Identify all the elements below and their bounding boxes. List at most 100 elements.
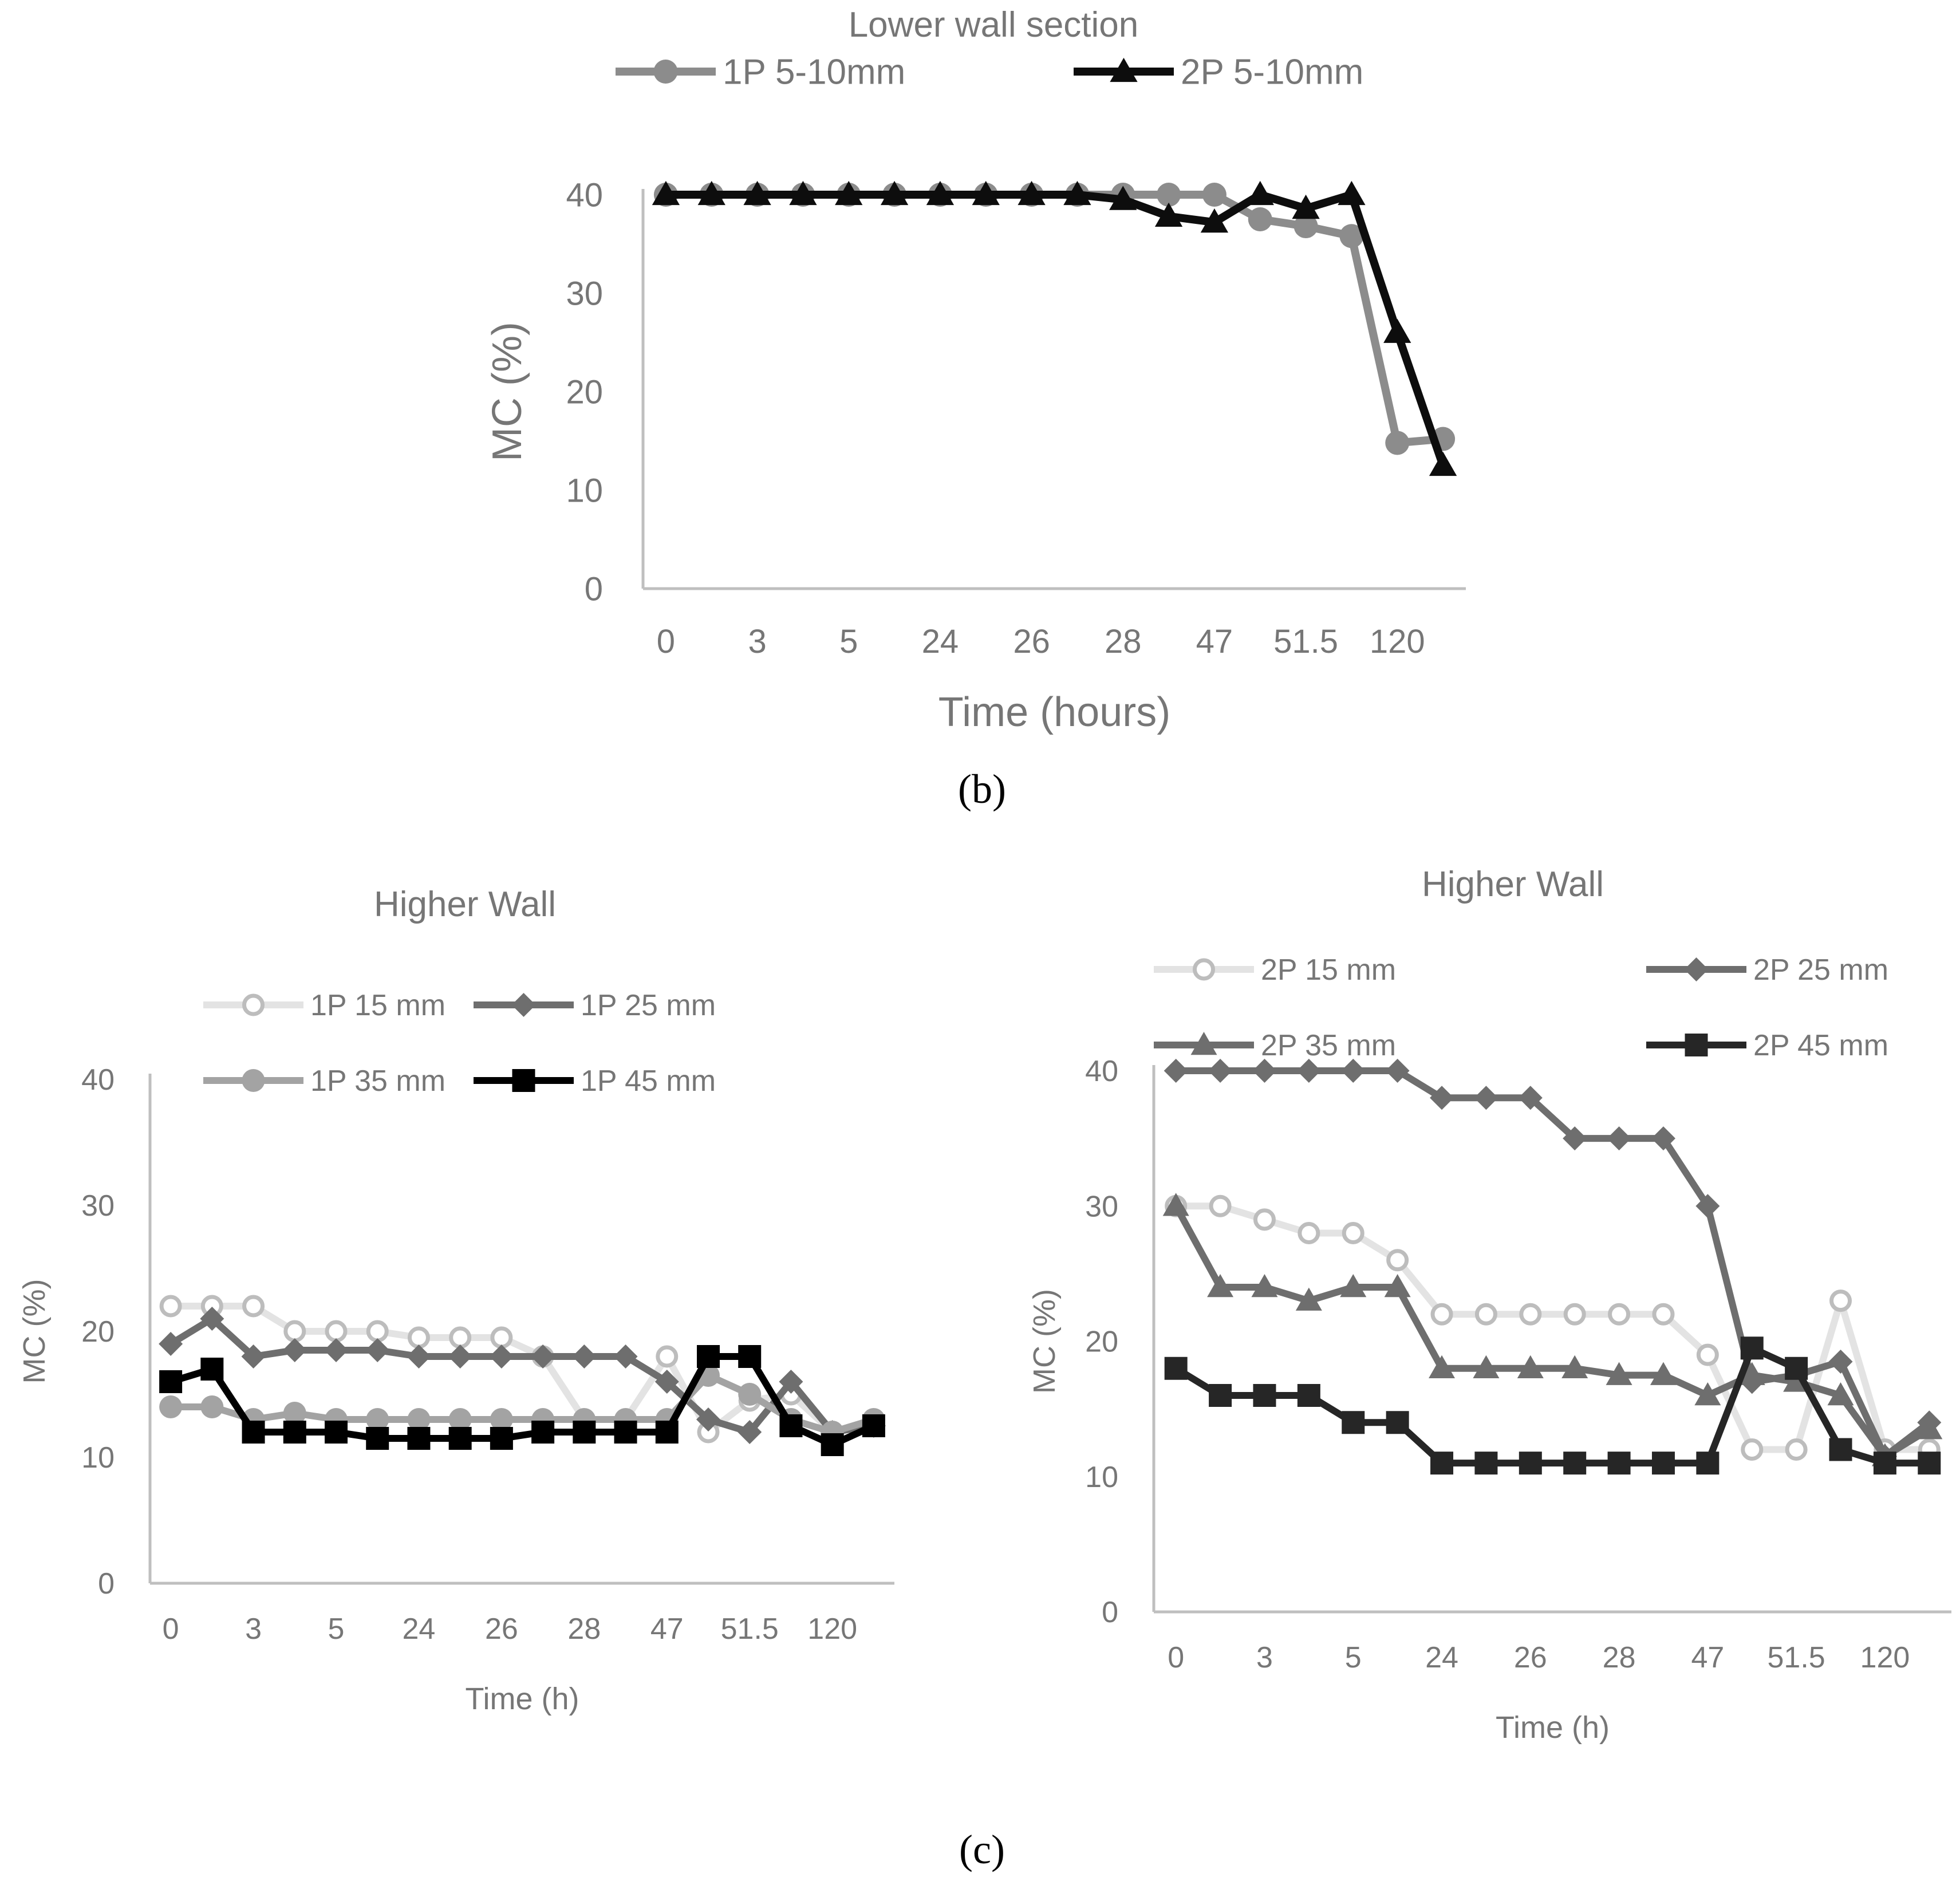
x-tick-label: 120: [1370, 623, 1425, 660]
data-point: [1563, 1303, 1586, 1326]
y-tick-label: 20: [566, 373, 603, 411]
y-tick-label: 0: [585, 570, 603, 608]
data-point: [697, 180, 725, 206]
data-point: [241, 1344, 266, 1369]
x-axis-title: Time (hours): [938, 689, 1170, 735]
x-tick-label: 28: [1105, 623, 1142, 660]
y-tick-label: 40: [566, 176, 603, 214]
data-point: [1246, 180, 1274, 206]
data-point: [1828, 1349, 1853, 1374]
y-tick-label: 40: [1085, 1055, 1118, 1088]
data-point: [1519, 1452, 1542, 1475]
data-point: [972, 180, 1000, 206]
chart-higher-wall-2p: Higher Wall 0 10 20 30 40 0 3 5 24 26 28 47 51.5 120 Ti…: [1027, 865, 1951, 1745]
series-1p-5-10mm: [653, 183, 1456, 455]
y-axis-title: MC (%): [1027, 1289, 1062, 1394]
data-point: [738, 1420, 762, 1444]
legend-label: 2P 5-10mm: [1181, 53, 1363, 92]
data-point: [490, 1326, 513, 1349]
data-point: [1650, 1362, 1677, 1385]
data-point: [1164, 1356, 1188, 1380]
y-tick-label: 30: [81, 1189, 115, 1223]
data-point: [779, 1414, 803, 1437]
data-point: [738, 1345, 762, 1368]
y-tick-label: 40: [81, 1063, 115, 1097]
data-point: [1154, 202, 1183, 227]
legend-item: 2P 25 mm: [1646, 953, 1888, 987]
data-point: [159, 1395, 183, 1418]
data-point: [1829, 1290, 1852, 1312]
series-line: [1173, 1204, 1931, 1460]
legend-item: 1P 25 mm: [474, 989, 716, 1022]
panel-label-b: (b): [958, 766, 1006, 812]
legend-marker: [511, 993, 536, 1017]
data-point: [1338, 180, 1366, 206]
data-point: [200, 1395, 224, 1418]
data-point: [1651, 1452, 1675, 1475]
data-point: [1785, 1438, 1808, 1461]
data-point: [789, 180, 817, 206]
data-point: [490, 1427, 513, 1450]
legend-item: 1P 15 mm: [203, 989, 445, 1022]
data-point: [1341, 1059, 1366, 1083]
legend-item: 1P 5-10mm: [616, 53, 905, 92]
series-2p-5-10mm: [652, 180, 1457, 476]
chart-higher-wall-1p: Higher Wall 0 10 20 30 40 0 3 5 24 26 28 47 51.5 120 Ti…: [17, 885, 894, 1716]
data-point: [366, 1408, 389, 1431]
data-point: [1519, 1303, 1542, 1326]
data-point: [200, 1307, 224, 1331]
data-point: [1474, 1086, 1498, 1110]
data-point: [1696, 1452, 1720, 1475]
data-point: [1385, 431, 1410, 455]
data-point: [1474, 1452, 1498, 1475]
data-point: [1296, 1059, 1321, 1083]
data-point: [531, 1344, 555, 1369]
data-point: [1164, 1059, 1188, 1083]
data-point: [1385, 1059, 1410, 1083]
legend-label: 2P 25 mm: [1753, 953, 1888, 987]
legend-item: 2P 35 mm: [1154, 1029, 1396, 1062]
data-point: [282, 1338, 307, 1362]
data-point: [1916, 1416, 1943, 1440]
x-axis-title: Time (h): [466, 1682, 579, 1716]
legend-marker: [1190, 1032, 1217, 1055]
data-point: [1608, 1303, 1631, 1326]
data-point: [1517, 1355, 1544, 1378]
data-point: [159, 1295, 182, 1318]
data-point: [1292, 194, 1320, 219]
data-point: [1429, 451, 1457, 476]
data-point: [1430, 1303, 1453, 1326]
chart-title: Higher Wall: [1422, 865, 1604, 904]
data-point: [1785, 1356, 1808, 1380]
series-1p-25-mm: [159, 1307, 886, 1444]
data-point: [1607, 1126, 1631, 1151]
x-tick-label: 51.5: [1768, 1641, 1825, 1674]
x-tick-label: 26: [1514, 1641, 1547, 1674]
data-point: [489, 1344, 514, 1369]
x-tick-label: 0: [163, 1612, 179, 1646]
data-point: [1207, 1274, 1234, 1298]
x-tick-label: 47: [1196, 623, 1233, 660]
data-point: [448, 1427, 472, 1450]
series-line: [1176, 1202, 1930, 1453]
x-tick-label: 47: [650, 1612, 684, 1646]
data-point: [1295, 1287, 1322, 1311]
data-point: [1209, 1384, 1232, 1407]
data-point: [1208, 1059, 1233, 1083]
x-tick-label: 3: [245, 1612, 262, 1646]
data-point: [1386, 1249, 1409, 1272]
data-point: [325, 1421, 348, 1444]
data-point: [1696, 1343, 1719, 1366]
data-point: [448, 1408, 472, 1431]
data-point: [1383, 318, 1411, 343]
legend-marker: [242, 993, 265, 1016]
data-point: [407, 1408, 431, 1431]
data-point: [159, 1332, 183, 1356]
y-tick-label: 0: [98, 1567, 115, 1600]
x-axis-title: Time (h): [1496, 1710, 1610, 1745]
legend-marker: [1193, 958, 1215, 981]
series-2p-25-mm: [1164, 1059, 1942, 1469]
legend-item: 2P 5-10mm: [1074, 53, 1363, 92]
x-tick-label: 51.5: [1273, 623, 1338, 660]
